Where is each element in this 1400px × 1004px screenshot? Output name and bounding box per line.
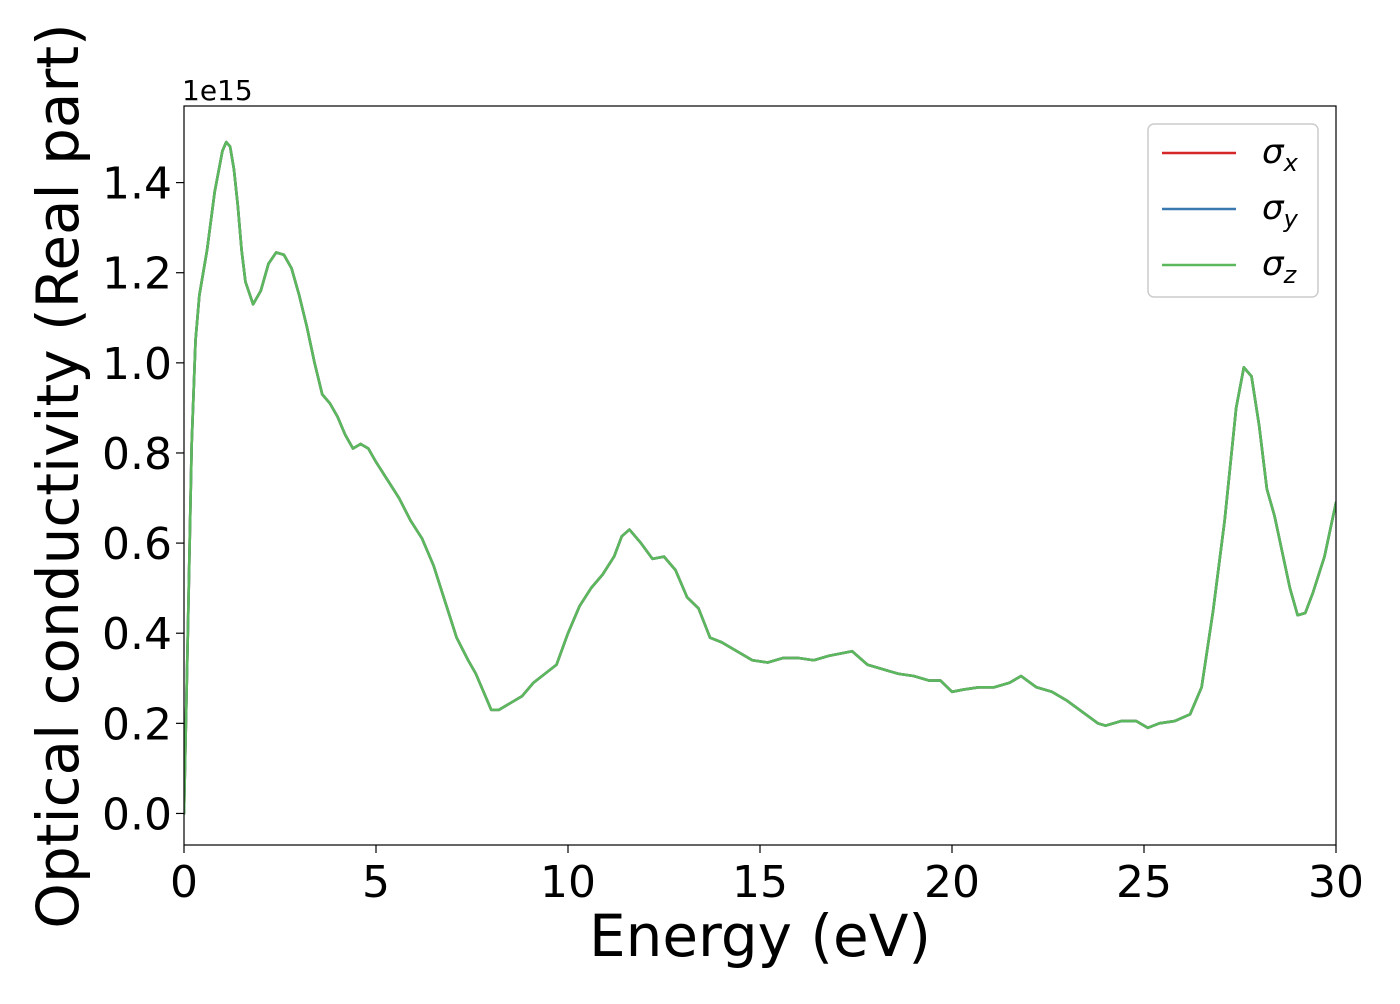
- y-tick-label: 0.6: [102, 519, 172, 570]
- y-tick-label: 0.8: [102, 429, 172, 480]
- y-tick-label: 1.0: [102, 339, 172, 390]
- x-tick-label: 0: [170, 857, 198, 908]
- x-tick-label: 25: [1116, 857, 1172, 908]
- legend: σx σy σz: [1147, 123, 1319, 298]
- x-tick-label: 15: [732, 857, 788, 908]
- legend-label-1: σy: [1262, 188, 1299, 233]
- y-axis-title: Optical conductivity (Real part): [24, 23, 92, 928]
- y-tick-label: 0.4: [102, 609, 172, 660]
- y-tick-label: 0.0: [102, 789, 172, 840]
- series-layer: [184, 140, 1336, 815]
- x-axis-ticks: 0 5 10 15 20 25 30: [170, 845, 1364, 908]
- legend-label-2: σz: [1262, 244, 1298, 289]
- legend-label-0: σx: [1262, 132, 1299, 177]
- legend-items: σx σy σz: [1162, 132, 1299, 289]
- x-tick-label: 20: [924, 857, 980, 908]
- y-tick-label: 1.4: [102, 159, 172, 210]
- y-tick-label: 1.2: [102, 249, 172, 300]
- x-tick-label: 5: [362, 857, 390, 908]
- x-tick-label: 30: [1308, 857, 1364, 908]
- series-line-2: [184, 140, 1336, 815]
- plot-background: [184, 106, 1336, 845]
- y-tick-label: 0.2: [102, 699, 172, 750]
- legend-frame: [1147, 123, 1319, 298]
- y-axis-ticks: 0.0 0.2 0.4 0.6 0.8 1.0 1.2 1.4: [102, 159, 184, 840]
- y-offset-label: 1e15: [182, 74, 253, 107]
- x-tick-label: 10: [540, 857, 596, 908]
- x-axis-title: Energy (eV): [589, 902, 931, 970]
